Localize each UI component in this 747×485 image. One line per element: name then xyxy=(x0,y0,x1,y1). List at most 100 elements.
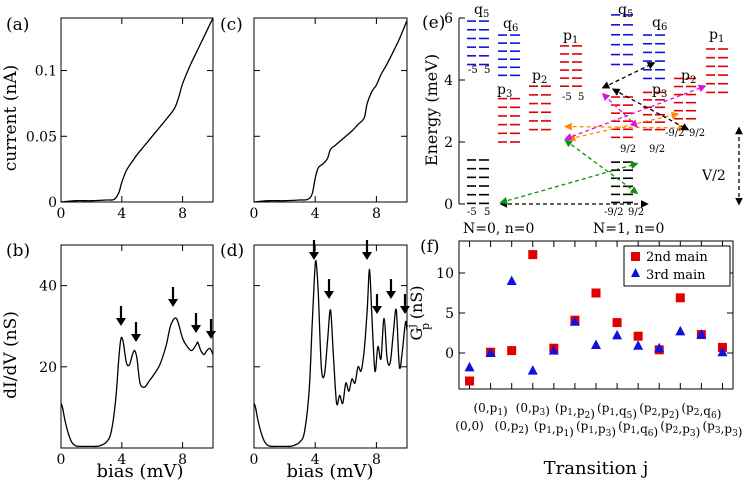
category-label: (p2,q6) xyxy=(681,401,721,421)
peak-arrowhead xyxy=(191,325,201,333)
point-2nd-main xyxy=(675,293,685,303)
panel-f-ticks: 0 5 10 xyxy=(436,241,733,389)
x-tick-label: 8 xyxy=(178,452,187,468)
x-tick-label: 0 xyxy=(250,452,259,468)
label-left-p92: 9/2 xyxy=(620,144,636,155)
level-group-N0-q6 xyxy=(498,34,520,77)
x-tick-label: 8 xyxy=(372,452,381,468)
label-p1-left: p1 xyxy=(563,28,578,46)
label-p3-right: p3 xyxy=(652,82,667,100)
point-3rd-main xyxy=(569,316,580,326)
level-group-N1-p1 xyxy=(706,48,728,94)
point-3rd-main xyxy=(612,329,623,340)
panel-b-ylabel: dI/dV (nS) xyxy=(1,311,21,399)
panel-a-ylabel: current (nA) xyxy=(1,65,21,171)
panel-f: 0 5 10 (0,0)(0,p1)(0,p2)(0,p3)(p1,p1)(p1,p… xyxy=(405,237,742,479)
level-group-N0-p3 xyxy=(498,97,520,143)
transition-arrow-orange xyxy=(567,111,680,142)
panel-f-label: (f) xyxy=(420,237,440,257)
panel-a-ticks: 0 4 8 0 0.05 0.1 xyxy=(26,18,213,222)
legend-marker-3rd xyxy=(631,268,640,277)
level-group-N0-p2 xyxy=(529,85,551,131)
panel-d-curve xyxy=(253,260,408,448)
e-y-tick-label: 4 xyxy=(444,73,453,89)
peak-arrowhead xyxy=(400,306,410,314)
label-p3-left: p3 xyxy=(497,82,512,100)
level-group-N1-q6 xyxy=(643,34,665,80)
panel-c-curve xyxy=(253,20,408,203)
panel-e-ylabel: Energy (meV) xyxy=(422,54,441,166)
category-label: (0,0) xyxy=(455,419,483,433)
panel-e-arrows xyxy=(499,62,743,208)
point-2nd-main xyxy=(507,346,517,356)
f-y-tick-label: 0 xyxy=(445,346,454,362)
label-blue-p5: 5 xyxy=(484,65,490,76)
point-3rd-main xyxy=(485,347,496,357)
panel-a-label: (a) xyxy=(6,15,29,35)
legend-marker-2nd xyxy=(631,252,640,261)
x-tick-label: 0 xyxy=(57,452,66,468)
panel-a-curve xyxy=(60,17,214,203)
vhalf-label: V/2 xyxy=(701,168,726,184)
category-label: (p1,p2) xyxy=(555,401,595,421)
x-tick-label: 4 xyxy=(311,206,320,222)
label-mid-m92: -9/2 xyxy=(665,128,684,139)
label-q6-right: q6 xyxy=(652,15,667,33)
level-group-N0-ground xyxy=(467,159,489,205)
point-3rd-main xyxy=(696,329,707,339)
point-2nd-main xyxy=(528,250,538,260)
level-group-N1-q5 xyxy=(611,14,633,66)
peak-arrowhead xyxy=(324,291,334,299)
category-label: (p2,p3) xyxy=(660,419,700,439)
panel-f-category-labels: (0,0)(0,p1)(0,p2)(0,p3)(p1,p1)(p1,p2)(p1… xyxy=(455,401,742,439)
panel-f-ylabel-sub: p xyxy=(419,323,432,330)
panel-b-curve xyxy=(60,317,214,448)
label-bottom-m92: -9/2 xyxy=(604,207,623,218)
panel-d-xlabel: bias (mV) xyxy=(286,461,373,482)
label-q6-left: q6 xyxy=(503,16,518,34)
category-label: (p3,p3) xyxy=(702,419,742,439)
point-3rd-main xyxy=(527,365,538,375)
label-mid-p92: 9/2 xyxy=(689,128,705,139)
category-label: (0,p1) xyxy=(473,401,507,418)
label-bottom-p92: 9/2 xyxy=(628,207,644,218)
panel-a: 0 4 8 0 0.05 0.1 (a) current (nA) xyxy=(1,15,214,222)
point-2nd-main xyxy=(591,288,601,298)
peak-arrowhead xyxy=(309,252,319,260)
label-mid-p5: 5 xyxy=(578,92,584,103)
panel-b-ticks: 0 4 8 20 40 xyxy=(39,245,213,468)
peak-arrowhead xyxy=(206,331,216,339)
panel-c-frame xyxy=(253,17,408,203)
panel-c: 0 4 8 (c) xyxy=(220,15,408,222)
x-tick-label: 4 xyxy=(117,206,126,222)
panel-e-ticks: 0 2 4 6 xyxy=(444,11,465,213)
category-label: (p2,p2) xyxy=(639,401,679,421)
point-3rd-main xyxy=(654,342,665,353)
point-3rd-main xyxy=(591,339,601,349)
label-p1-right: p1 xyxy=(709,27,724,45)
panel-f-marks xyxy=(464,250,728,386)
transition-arrow-black xyxy=(601,62,656,89)
category-label: (0,p2) xyxy=(495,419,529,436)
point-3rd-main xyxy=(506,275,517,285)
x-tick-label: 0 xyxy=(57,206,66,222)
label-q5-right: q5 xyxy=(618,2,633,20)
label-blue-m5: -5 xyxy=(468,65,478,76)
panel-b-frame xyxy=(60,244,214,449)
legend-label-3rd: 3rd main xyxy=(646,268,706,283)
peak-arrowhead xyxy=(362,252,372,260)
panel-c-ticks: 0 4 8 xyxy=(250,18,407,222)
category-label: (0,p3) xyxy=(516,401,550,418)
e-y-tick-label: 0 xyxy=(444,197,453,213)
y-tick-label: 0.1 xyxy=(35,64,57,80)
point-3rd-main xyxy=(717,346,728,357)
transition-arrow-green xyxy=(564,139,639,195)
panel-d-arrows xyxy=(309,240,410,314)
panel-d-ticks: 0 4 8 xyxy=(250,245,407,468)
category-label: (p1,q5) xyxy=(597,401,637,421)
category-label: (p1,q6) xyxy=(618,419,658,439)
y-tick-label: 0.05 xyxy=(26,129,57,145)
point-2nd-main xyxy=(633,331,643,341)
